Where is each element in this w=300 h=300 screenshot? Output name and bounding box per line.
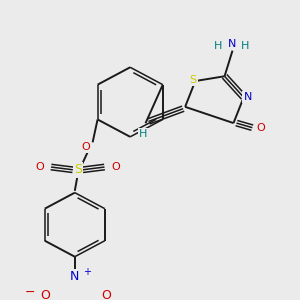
Text: O: O xyxy=(36,162,44,172)
Text: O: O xyxy=(40,289,50,300)
Text: O: O xyxy=(256,123,265,133)
Text: O: O xyxy=(102,289,111,300)
Text: O: O xyxy=(81,142,90,152)
Text: N: N xyxy=(70,270,80,284)
Text: −: − xyxy=(25,286,35,299)
Text: N: N xyxy=(228,39,237,49)
Text: H: H xyxy=(240,41,249,51)
Text: H: H xyxy=(214,41,223,51)
Text: N: N xyxy=(243,92,252,102)
Text: H: H xyxy=(139,129,148,139)
Text: S: S xyxy=(190,75,197,85)
Text: O: O xyxy=(111,162,120,172)
Text: +: + xyxy=(83,267,91,277)
Text: S: S xyxy=(74,163,82,176)
